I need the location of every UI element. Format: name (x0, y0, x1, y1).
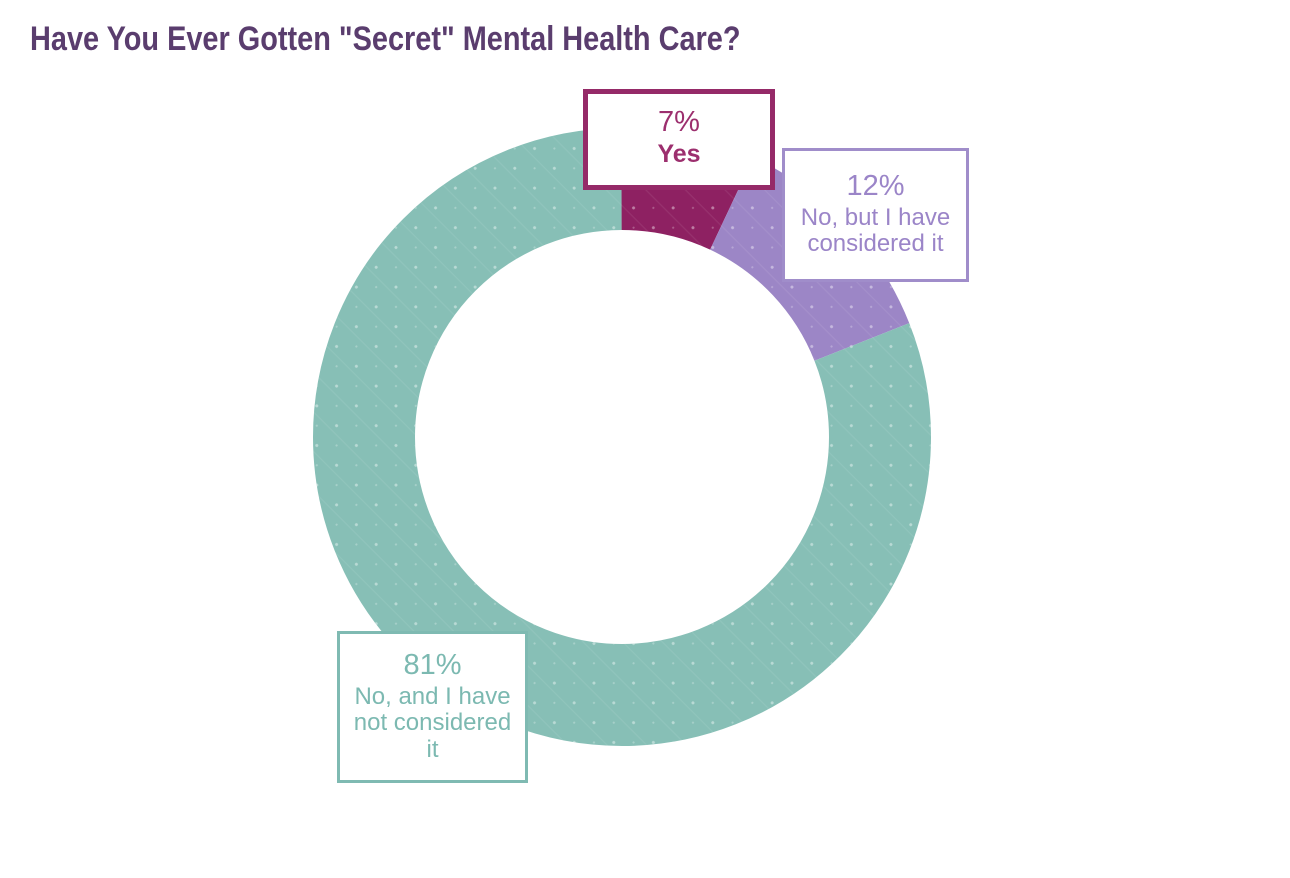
slice-label-no-not-considered: No, and I have not considered it (353, 682, 512, 763)
callout-no-not-considered: 81% No, and I have not considered it (337, 631, 528, 783)
callout-no-considered: 12% No, but I have considered it (782, 148, 969, 282)
slice-percent-no-not-considered: 81% (403, 649, 462, 681)
slice-label-no-considered: No, but I have considered it (800, 203, 951, 258)
page-title: Have You Ever Gotten "Secret" Mental Hea… (30, 20, 741, 58)
slice-label-yes: Yes (657, 139, 701, 168)
callout-yes: 7% Yes (583, 89, 775, 190)
slice-percent-no-considered: 12% (846, 170, 905, 202)
slice-percent-yes: 7% (658, 106, 700, 138)
